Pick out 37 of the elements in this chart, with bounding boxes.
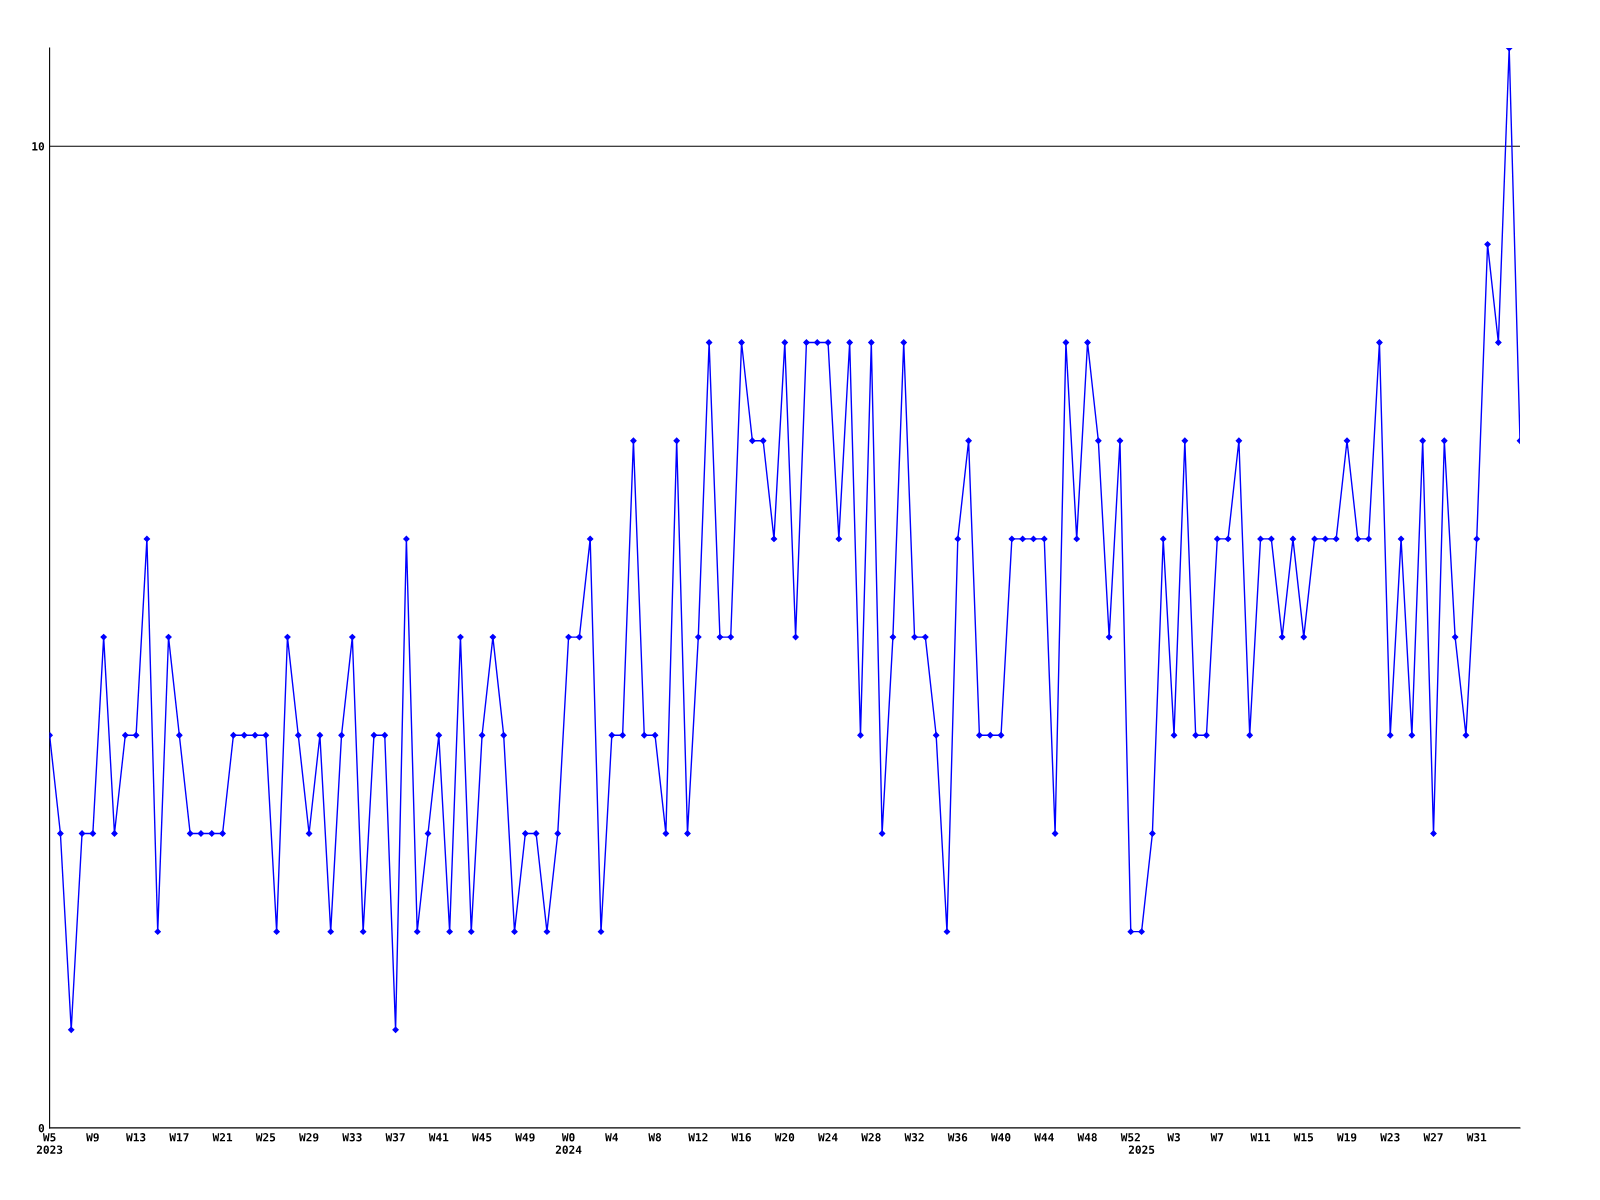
x-tick-label: W23	[1380, 1133, 1400, 1142]
x-tick-label: W20	[774, 1133, 795, 1142]
x-tick-label: W52	[1120, 1133, 1140, 1142]
x-tick-label: W48	[1077, 1133, 1097, 1142]
x-tick-label: W33	[342, 1133, 362, 1142]
x-tick-label: W37	[385, 1133, 405, 1142]
x-tick-label: W11	[1250, 1133, 1271, 1142]
x-tick-label: W36	[947, 1133, 968, 1142]
x-tick-label: W40	[991, 1133, 1011, 1142]
x-tick-label: W16	[731, 1133, 751, 1142]
x-tick-label: W17	[169, 1133, 189, 1142]
x-tick-label: W9	[86, 1133, 99, 1142]
x-tick-label: W15	[1293, 1133, 1314, 1142]
x-tick-label: W28	[861, 1133, 881, 1142]
x-tick-label: W32	[904, 1133, 924, 1142]
x-tick-label: W12	[688, 1133, 708, 1142]
x-tick-label: W19	[1336, 1133, 1357, 1142]
y-tick-label: 0	[38, 1123, 45, 1133]
x-tick-label: W5 2023	[36, 1133, 63, 1154]
x-tick-label: W24	[818, 1133, 838, 1142]
x-tick-label: W3	[1167, 1133, 1180, 1142]
x-tick-label: W27	[1423, 1133, 1443, 1142]
x-tick-label: W8	[648, 1133, 662, 1142]
y-tick-label: 10	[32, 142, 45, 151]
x-tick-label: W31	[1466, 1133, 1487, 1142]
x-tick-label: W7	[1210, 1133, 1224, 1142]
x-tick-label: 2025	[1128, 1145, 1155, 1154]
x-tick-label: W21	[212, 1133, 233, 1142]
x-tick-label: W4	[605, 1133, 618, 1142]
x-tick-label: W45	[472, 1133, 492, 1142]
x-tick-label: W44	[1034, 1133, 1054, 1142]
x-tick-label: W0 2024	[555, 1133, 582, 1154]
x-tick-label: W13	[126, 1133, 146, 1142]
x-tick-label: W41	[428, 1133, 449, 1142]
x-tick-label: W29	[299, 1133, 319, 1142]
x-tick-label: W25	[255, 1133, 276, 1142]
x-tick-label: W49	[515, 1133, 535, 1142]
